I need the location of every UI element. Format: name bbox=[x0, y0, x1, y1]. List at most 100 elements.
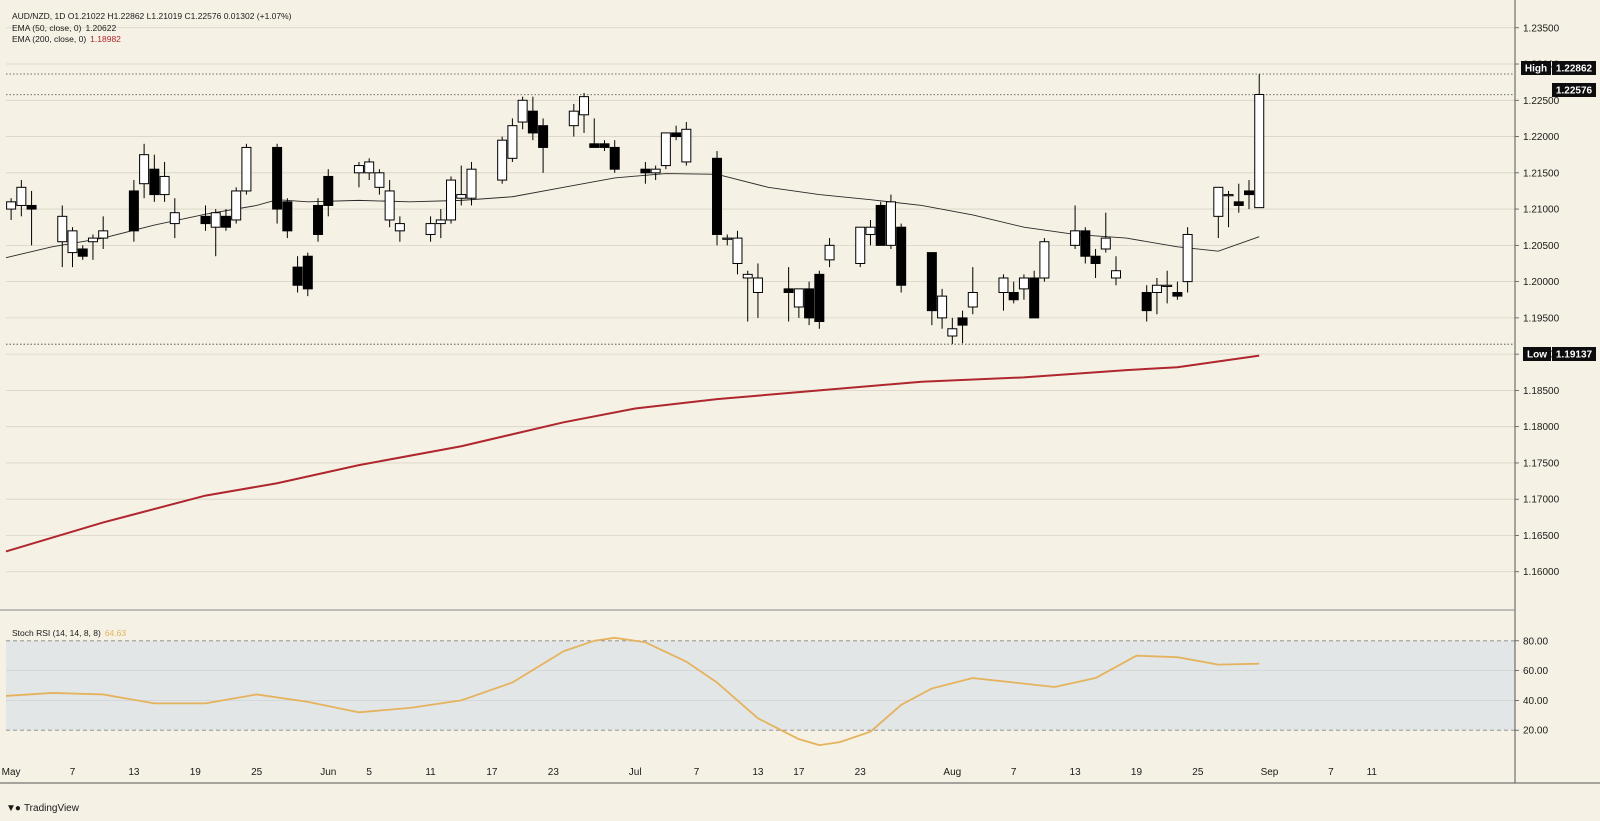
candle-body bbox=[292, 266, 303, 286]
candle bbox=[220, 209, 231, 231]
candle bbox=[650, 165, 661, 181]
candle-body bbox=[200, 215, 211, 225]
candle bbox=[926, 252, 937, 326]
candle bbox=[824, 238, 835, 268]
candle-body bbox=[16, 186, 27, 206]
price-axis-label: 1.23500 bbox=[1523, 23, 1560, 34]
candle-body bbox=[1223, 194, 1234, 197]
price-axis-label: 1.17500 bbox=[1523, 458, 1560, 469]
candle bbox=[998, 274, 1009, 311]
candle-body bbox=[87, 237, 98, 243]
candle-body bbox=[722, 237, 733, 240]
candle-body bbox=[446, 179, 457, 221]
candle bbox=[712, 151, 723, 246]
low-tag-label: Low bbox=[1527, 350, 1547, 361]
candle bbox=[425, 216, 436, 242]
price-axis-label: 1.21500 bbox=[1523, 168, 1560, 179]
candle-body bbox=[793, 288, 804, 308]
time-axis-label: 7 bbox=[1011, 767, 1017, 778]
low-tag-value: 1.19137 bbox=[1556, 350, 1593, 361]
candle bbox=[210, 209, 221, 257]
candle-body bbox=[169, 212, 180, 225]
candle-body bbox=[865, 226, 876, 235]
candle-body bbox=[568, 110, 579, 127]
candle bbox=[169, 198, 180, 239]
time-axis-label: 23 bbox=[548, 767, 560, 778]
candle-body bbox=[507, 125, 518, 159]
candle bbox=[6, 198, 17, 220]
candle-body bbox=[875, 204, 886, 246]
candle-body bbox=[527, 110, 538, 134]
candle bbox=[793, 288, 804, 318]
candle bbox=[466, 161, 477, 206]
tradingview-logo-icon: ▼● bbox=[6, 803, 21, 814]
price-axis-label: 1.22000 bbox=[1523, 132, 1560, 143]
price-axis-label: 1.16000 bbox=[1523, 567, 1560, 578]
stoch-rsi-band bbox=[6, 640, 1515, 731]
candle-body bbox=[159, 175, 170, 196]
candle-body bbox=[671, 132, 682, 138]
candle bbox=[1029, 270, 1040, 319]
candle bbox=[1172, 281, 1183, 300]
price-axis-label: 1.19500 bbox=[1523, 313, 1560, 324]
candle bbox=[957, 310, 968, 344]
candle bbox=[722, 234, 733, 246]
candle-body bbox=[1162, 284, 1173, 287]
candle-body bbox=[1213, 186, 1224, 217]
candle-body bbox=[814, 273, 825, 323]
candle bbox=[783, 267, 794, 322]
candle bbox=[732, 230, 743, 275]
time-axis-label: 7 bbox=[70, 767, 76, 778]
price-axis-label: 1.16500 bbox=[1523, 531, 1560, 542]
candle-body bbox=[885, 201, 896, 246]
candle-body bbox=[456, 194, 467, 199]
candle bbox=[446, 176, 457, 224]
candle-body bbox=[313, 204, 324, 235]
price-axis-label: 1.22500 bbox=[1523, 96, 1560, 107]
rsi-axis-label: 60.00 bbox=[1523, 666, 1548, 677]
time-axis-label: May bbox=[2, 767, 21, 778]
candle-body bbox=[394, 223, 405, 232]
time-axis-label: 13 bbox=[128, 767, 140, 778]
candle-body bbox=[1018, 277, 1029, 290]
candle-body bbox=[241, 146, 252, 192]
candle-body bbox=[1070, 230, 1081, 246]
high-tag-label: High bbox=[1525, 64, 1547, 75]
candle-body bbox=[497, 139, 508, 181]
candle-body bbox=[1254, 93, 1265, 209]
candle-body bbox=[599, 143, 610, 148]
candle-body bbox=[1080, 230, 1091, 257]
candle-body bbox=[98, 230, 109, 239]
candle bbox=[231, 187, 242, 224]
candle-body bbox=[609, 146, 620, 170]
candle bbox=[885, 194, 896, 249]
candle bbox=[384, 180, 395, 228]
candle-body bbox=[1100, 237, 1111, 250]
candle-body bbox=[1233, 201, 1244, 206]
candle bbox=[241, 143, 252, 195]
time-axis-label: 17 bbox=[486, 767, 498, 778]
candle bbox=[568, 103, 579, 137]
candle bbox=[855, 226, 866, 268]
stoch-rsi-pane bbox=[5, 636, 1515, 746]
symbol-legend: AUD/NZD, 1D O1.21022 H1.22862 L1.21019 C… bbox=[12, 11, 292, 21]
candle bbox=[579, 93, 590, 133]
time-axis-label: 25 bbox=[251, 767, 263, 778]
candle bbox=[98, 216, 109, 249]
brand-name: TradingView bbox=[23, 803, 79, 814]
time-axis-label: 11 bbox=[1367, 767, 1378, 778]
candle bbox=[313, 198, 324, 242]
candle bbox=[947, 317, 958, 344]
tradingview-brand[interactable]: ▼● TradingView bbox=[6, 803, 79, 814]
candle bbox=[660, 132, 671, 170]
candle bbox=[159, 161, 170, 202]
candle bbox=[1090, 248, 1101, 278]
candle bbox=[323, 169, 334, 217]
candle-body bbox=[139, 154, 150, 185]
candle bbox=[1018, 274, 1029, 300]
candle bbox=[814, 270, 825, 329]
candle bbox=[1223, 190, 1234, 228]
candle bbox=[1100, 212, 1111, 253]
price-axis-label: 1.18000 bbox=[1523, 422, 1560, 433]
